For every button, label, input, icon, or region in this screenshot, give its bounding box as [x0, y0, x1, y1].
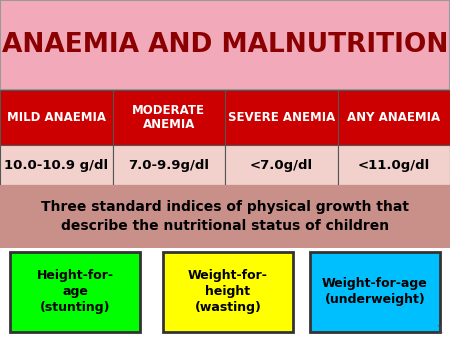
Bar: [338, 145, 450, 185]
Bar: [0, 248, 450, 338]
Bar: [10, 251, 140, 332]
Text: <7.0g/dl: <7.0g/dl: [250, 159, 313, 171]
Bar: [338, 90, 450, 145]
Text: SEVERE ANEMIA: SEVERE ANEMIA: [228, 111, 335, 124]
Bar: [310, 251, 440, 332]
Text: 1: 1: [437, 325, 443, 335]
Bar: [112, 90, 225, 145]
Text: MODERATE
ANEMIA: MODERATE ANEMIA: [132, 103, 205, 131]
Text: ANAEMIA AND MALNUTRITION: ANAEMIA AND MALNUTRITION: [2, 32, 448, 58]
Text: Weight-for-age
(underweight): Weight-for-age (underweight): [322, 277, 428, 306]
Bar: [0, 0, 450, 90]
Text: 7.0-9.9g/dl: 7.0-9.9g/dl: [128, 159, 209, 171]
Text: MILD ANAEMIA: MILD ANAEMIA: [7, 111, 106, 124]
Text: <11.0g/dl: <11.0g/dl: [358, 159, 430, 171]
Text: ANY ANAEMIA: ANY ANAEMIA: [347, 111, 440, 124]
Bar: [0, 145, 112, 185]
Bar: [112, 145, 225, 185]
Bar: [225, 90, 338, 145]
Bar: [225, 145, 338, 185]
Bar: [0, 185, 450, 248]
Bar: [0, 90, 112, 145]
Text: Weight-for-
height
(wasting): Weight-for- height (wasting): [188, 268, 268, 314]
Text: Height-for-
age
(stunting): Height-for- age (stunting): [36, 268, 113, 314]
Bar: [163, 251, 293, 332]
Text: Three standard indices of physical growth that
describe the nutritional status o: Three standard indices of physical growt…: [41, 200, 409, 233]
Text: 10.0-10.9 g/dl: 10.0-10.9 g/dl: [4, 159, 108, 171]
